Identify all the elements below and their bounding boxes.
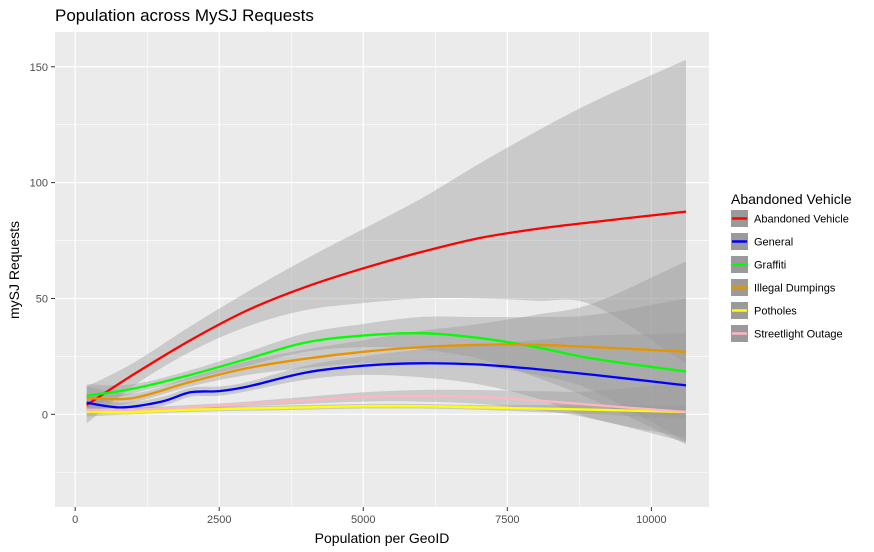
y-axis-title: mySJ Requests [6,221,22,319]
ribbon-abandoned-vehicle [86,59,686,424]
legend-label-streetlight-outage: Streetlight Outage [754,329,843,341]
legend-label-potholes: Potholes [754,306,797,318]
legend-label-general: General [754,237,793,249]
y-tick-label: 150 [30,62,48,74]
series-line-illegal-dumpings [86,343,687,401]
x-tick-label: 7500 [495,514,519,526]
x-tick-label: 0 [72,514,78,526]
series-line-streetlight-outage [86,394,687,414]
legend-label-illegal-dumpings: Illegal Dumpings [754,283,836,295]
x-tick-label: 5000 [351,514,375,526]
x-tick-label: 2500 [207,514,231,526]
ribbon-graffiti [86,298,686,445]
ribbon-streetlight-outage [86,381,686,443]
plot-panel [55,32,709,507]
legend-label-graffiti: Graffiti [754,260,786,272]
y-tick-label: 50 [36,293,48,305]
x-axis-title: Population per GeoID [315,530,450,546]
chart-title: Population across MySJ Requests [55,6,314,25]
legend-label-abandoned-vehicle: Abandoned Vehicle [754,214,849,226]
ribbon-general [86,333,686,438]
legend-title: Abandoned Vehicle [731,191,852,207]
series-line-general [86,362,687,409]
x-tick-label: 10000 [636,514,667,526]
ribbon-illegal-dumpings [86,261,686,443]
series-line-abandoned-vehicle [86,210,687,406]
series-line-graffiti [86,331,687,397]
legend: Abandoned Vehicle Abandoned Vehicle Gener… [731,191,852,342]
axes: 0 2500 5000 7500 10000 0 50 100 150 [30,62,667,526]
series-lines [86,210,687,414]
y-tick-label: 100 [30,178,48,190]
y-tick-label: 0 [42,409,48,421]
series-line-potholes [86,404,687,414]
